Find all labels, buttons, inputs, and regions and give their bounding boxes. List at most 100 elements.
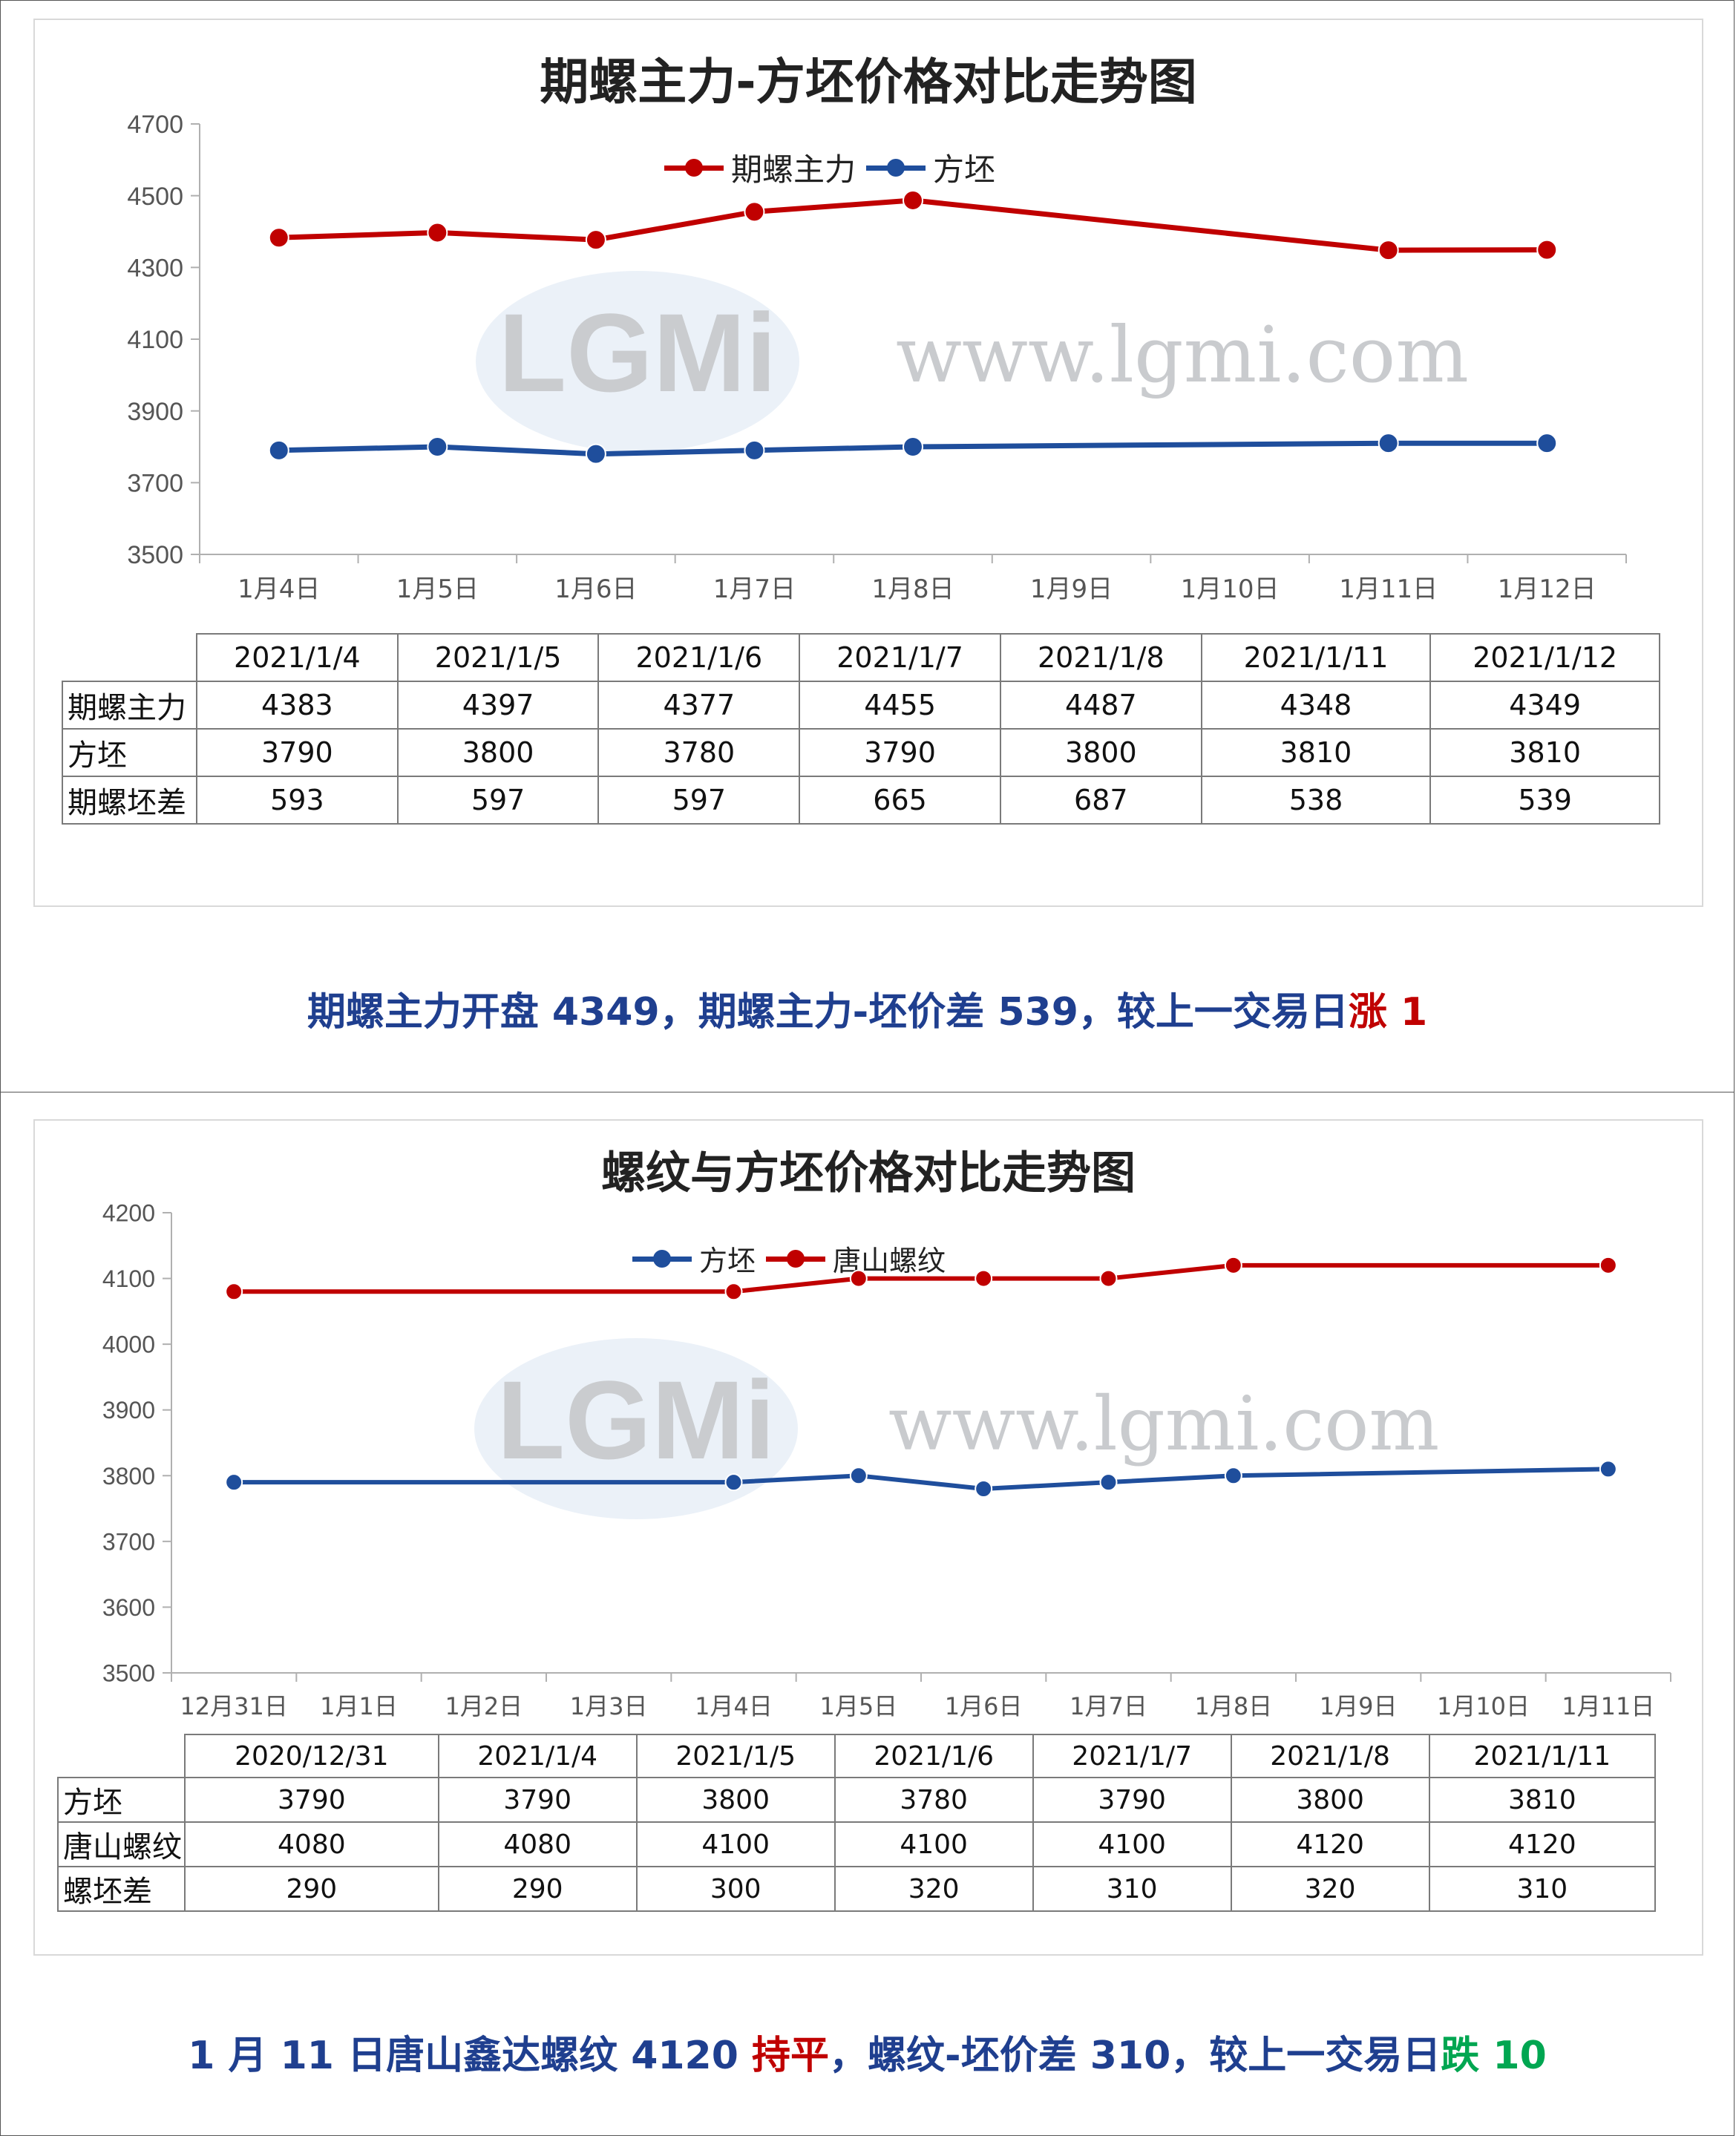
x-tick-label: 12月31日: [180, 1692, 287, 1720]
table-cell: 4397: [396, 681, 600, 730]
legend-label: 方坯: [933, 151, 996, 188]
x-tick-label: 1月7日: [713, 574, 796, 604]
y-tick-label: 3900: [127, 398, 183, 426]
series-point: [1536, 433, 1558, 454]
table-cell: 3810: [1200, 728, 1432, 777]
table-cell: 4120: [1428, 1821, 1657, 1867]
table-header-cell: 2021/1/6: [597, 633, 801, 682]
summary-part2: ，螺纹-坯价差 310，较上一交易日: [829, 2034, 1441, 2078]
table-cell: 290: [184, 1866, 439, 1912]
table-header-row: 2021/1/4 2021/1/5 2021/1/6 2021/1/7 2021…: [62, 633, 1660, 682]
y-tick-label: 4200: [102, 1200, 155, 1227]
table-cell: 593: [196, 776, 399, 825]
series-point: [903, 436, 923, 457]
x-tick-label: 1月8日: [871, 574, 954, 604]
y-tick-label: 3500: [102, 1660, 155, 1687]
legend-swatch-blue: [866, 158, 926, 177]
summary-part1: 1 月 11 日唐山鑫达螺纹 4120: [188, 2034, 753, 2078]
series-point: [225, 1473, 243, 1492]
legend-item-billet: 方坯: [866, 145, 995, 190]
table-cell: 3790: [799, 728, 1001, 777]
legend-swatch-red: [766, 1249, 826, 1268]
table-header-cell: 2021/1/5: [396, 633, 600, 682]
x-tick-label: 1月2日: [445, 1692, 523, 1720]
series-point: [1599, 1460, 1617, 1478]
series-point: [744, 439, 765, 461]
y-tick-label: 3600: [102, 1594, 155, 1621]
table-cell: 4080: [184, 1821, 439, 1867]
x-tick-label: 1月7日: [1070, 1692, 1147, 1720]
table-cell: 4100: [1032, 1821, 1232, 1867]
series-point: [975, 1269, 993, 1288]
series-point: [1536, 239, 1558, 261]
x-tick-label: 1月10日: [1181, 574, 1280, 604]
table-cell: 665: [799, 776, 1001, 825]
y-tick-label: 4500: [127, 183, 183, 211]
y-tick-label: 4100: [127, 326, 183, 354]
table-header-cell: 2020/12/31: [184, 1734, 439, 1778]
table-header-cell: 2021/1/11: [1428, 1734, 1657, 1778]
x-tick-label: 1月9日: [1320, 1692, 1398, 1720]
table-row: 期螺主力 4383 4397 4377 4455 4487 4348 4349: [62, 681, 1660, 730]
table-cell: 3790: [184, 1777, 439, 1823]
svg-text:LGMi: LGMi: [499, 290, 777, 415]
table-cell: 3780: [833, 1777, 1034, 1823]
table-header-cell: 2021/1/8: [999, 633, 1202, 682]
table-row: 方坯 3790 3790 3800 3780 3790 3800 3810: [57, 1777, 1657, 1823]
table-cell: 4100: [635, 1821, 836, 1867]
y-tick-label: 4300: [127, 255, 183, 283]
y-tick-label: 4100: [102, 1265, 155, 1292]
table-header-cell: 2021/1/8: [1230, 1734, 1430, 1778]
watermark-logo: LGMi: [474, 1338, 798, 1519]
table-cell: 3810: [1429, 728, 1660, 777]
watermark-url: www.lgmi.com: [888, 1380, 1440, 1467]
table-cell: 4455: [799, 681, 1001, 730]
table-cell: 538: [1200, 776, 1432, 825]
chart-legend: 方坯 唐山螺纹: [632, 1238, 946, 1279]
summary-flat: 持平: [752, 2034, 830, 2078]
table-header-cell: 2021/1/11: [1200, 633, 1432, 682]
legend-item-futures: 期螺主力: [664, 145, 856, 190]
summary-change: 跌 10: [1441, 2034, 1547, 2078]
legend-item-billet: 方坯: [632, 1238, 756, 1279]
table-cell: 3790: [1032, 1777, 1232, 1823]
table-cell: 320: [833, 1866, 1034, 1912]
series-point: [1378, 433, 1399, 454]
x-tick-label: 1月6日: [554, 574, 637, 604]
y-tick-label: 3500: [127, 541, 183, 569]
summary-text: 期螺主力开盘 4349，期螺主力-坯价差 539，较上一交易日涨 1: [1, 980, 1734, 1036]
x-tick-label: 1月11日: [1339, 574, 1438, 604]
series-point: [1599, 1256, 1617, 1274]
table-cell: 300: [635, 1866, 836, 1912]
table-row-label: 方坯: [57, 1777, 186, 1823]
series-point: [427, 436, 448, 457]
summary-main: 期螺主力开盘 4349，期螺主力-坯价差 539，较上一交易日: [307, 990, 1349, 1035]
y-tick-label: 3700: [127, 470, 183, 498]
watermark-logo: LGMi: [476, 271, 799, 452]
table-header-cell: 2021/1/5: [635, 1734, 836, 1778]
legend-label: 期螺主力: [731, 151, 856, 188]
panel-futures-billet: 期螺主力-方坯价格对比走势图 期螺主力 方坯 LGMi 3500 3700 3900…: [0, 0, 1735, 1093]
table-header-cell: 2021/1/12: [1429, 633, 1660, 682]
chart-plot-area: LGMi 3500 3600 3700 3800 3900 4000 4100 4200 12月…: [102, 1200, 1671, 1720]
series-point: [744, 201, 765, 223]
series-point: [225, 1282, 243, 1301]
table-cell: 597: [396, 776, 600, 825]
table-cell: 310: [1428, 1866, 1657, 1912]
table-row-label: 唐山螺纹: [57, 1821, 186, 1867]
series-point: [903, 189, 923, 211]
summary-change: 涨 1: [1348, 990, 1428, 1035]
y-tick-label: 4000: [102, 1331, 155, 1358]
series-point: [724, 1473, 743, 1492]
chart-title: 螺纹与方坯价格对比走势图: [601, 1147, 1136, 1199]
table-cell: 310: [1032, 1866, 1232, 1912]
series-point: [585, 443, 606, 465]
watermark-url: www.lgmi.com: [896, 309, 1470, 400]
legend-item-rebar: 唐山螺纹: [766, 1238, 946, 1279]
table-row: 螺坯差 290 290 300 320 310 320 310: [57, 1866, 1657, 1912]
series-point: [849, 1269, 868, 1288]
table-cell: 4377: [597, 681, 801, 730]
series-point: [849, 1467, 868, 1485]
x-tick-label: 1月5日: [396, 574, 479, 604]
table-cell: 3790: [196, 728, 399, 777]
